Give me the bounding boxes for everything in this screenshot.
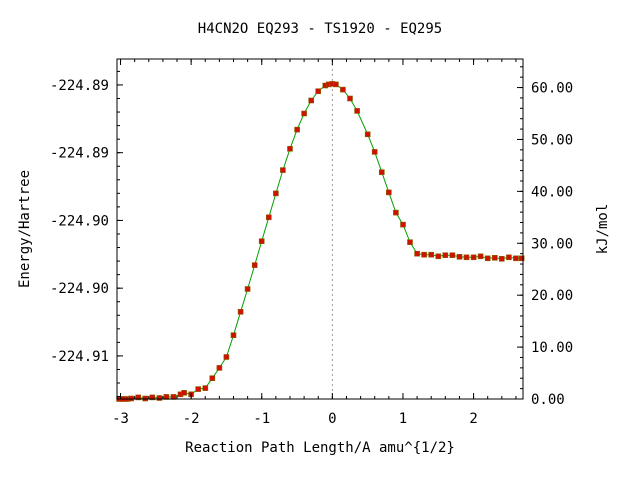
- chart-title: H4CN2O EQ293 - TS1920 - EQ295: [198, 21, 442, 37]
- y-left-tick-label: -224.89: [50, 146, 109, 162]
- data-point: [518, 255, 525, 262]
- y-left-tick-label: -224.90: [50, 213, 109, 229]
- data-point: [265, 214, 272, 221]
- data-point: [216, 365, 223, 371]
- y-axis-label-left: Energy/Hartree: [17, 170, 33, 288]
- data-point: [308, 97, 315, 104]
- y-axis-right: 0.00 10.00 20.00 30.00 40.00 50.00 60.00: [517, 66, 573, 408]
- data-point: [421, 251, 427, 258]
- data-point: [181, 389, 187, 396]
- data-point: [463, 254, 470, 261]
- data-point: [428, 251, 435, 258]
- y-axis-left: -224.89 -224.89 -224.90 -224.90 -224.91: [50, 70, 123, 398]
- x-axis: -3 -2 -1 0 1 2: [112, 59, 517, 427]
- y-right-tick-label: 50.00: [531, 132, 573, 148]
- data-point: [435, 253, 442, 260]
- plot-area: [116, 59, 525, 402]
- y-right-tick-label: 30.00: [531, 236, 573, 252]
- y-left-tick-label: -224.90: [50, 281, 109, 297]
- x-tick-label: 1: [399, 411, 407, 427]
- data-point: [484, 255, 491, 262]
- data-point: [135, 394, 141, 401]
- data-point: [258, 238, 265, 244]
- x-axis-label: Reaction Path Length/A amu^{1/2}: [185, 440, 455, 456]
- y-right-tick-label: 60.00: [531, 81, 573, 97]
- data-point: [400, 221, 406, 228]
- data-point: [315, 88, 322, 94]
- data-point: [230, 332, 237, 339]
- data-point: [149, 394, 156, 401]
- data-point: [456, 254, 463, 260]
- x-tick-label: 0: [328, 411, 336, 427]
- data-point: [371, 149, 378, 155]
- data-point: [294, 126, 300, 133]
- data-point: [156, 395, 163, 401]
- data-point: [251, 262, 258, 268]
- data-point: [393, 209, 399, 216]
- data-point: [470, 254, 477, 261]
- data-point: [237, 308, 244, 315]
- data-point: [477, 253, 484, 260]
- data-point: [407, 239, 413, 245]
- energy-profile-line: [119, 83, 522, 400]
- data-point: [340, 86, 346, 93]
- y-right-tick-label: 20.00: [531, 288, 573, 304]
- x-tick-label: 2: [469, 411, 477, 427]
- y-left-tick-label: -224.89: [50, 78, 109, 94]
- data-point: [491, 255, 498, 261]
- data-point: [301, 110, 307, 117]
- y-axis-label-right: kJ/mol: [595, 204, 611, 255]
- plot-frame: [116, 58, 524, 400]
- data-point: [209, 375, 216, 382]
- data-point: [333, 81, 339, 88]
- data-point: [273, 190, 279, 197]
- y-left-tick-label: -224.91: [50, 349, 109, 365]
- x-tick-label: -2: [183, 411, 200, 427]
- x-tick-label: -1: [253, 411, 270, 427]
- data-point: [223, 354, 230, 360]
- data-point: [449, 252, 456, 258]
- data-point: [442, 252, 449, 258]
- data-point: [378, 169, 385, 175]
- data-point: [506, 254, 512, 261]
- data-point: [195, 386, 201, 392]
- y-right-tick-label: 40.00: [531, 184, 573, 200]
- data-point: [354, 108, 360, 114]
- data-point: [385, 189, 392, 196]
- data-point: [498, 255, 505, 262]
- data-point: [244, 286, 251, 292]
- data-point: [287, 146, 293, 152]
- y-right-tick-label: 0.00: [531, 392, 565, 408]
- x-tick-label: -3: [112, 411, 129, 427]
- y-right-tick-label: 10.00: [531, 340, 573, 356]
- data-point: [513, 255, 519, 262]
- data-point: [364, 131, 371, 138]
- data-point: [347, 95, 353, 102]
- data-point: [280, 167, 286, 173]
- data-point: [202, 385, 209, 391]
- data-point: [414, 250, 420, 257]
